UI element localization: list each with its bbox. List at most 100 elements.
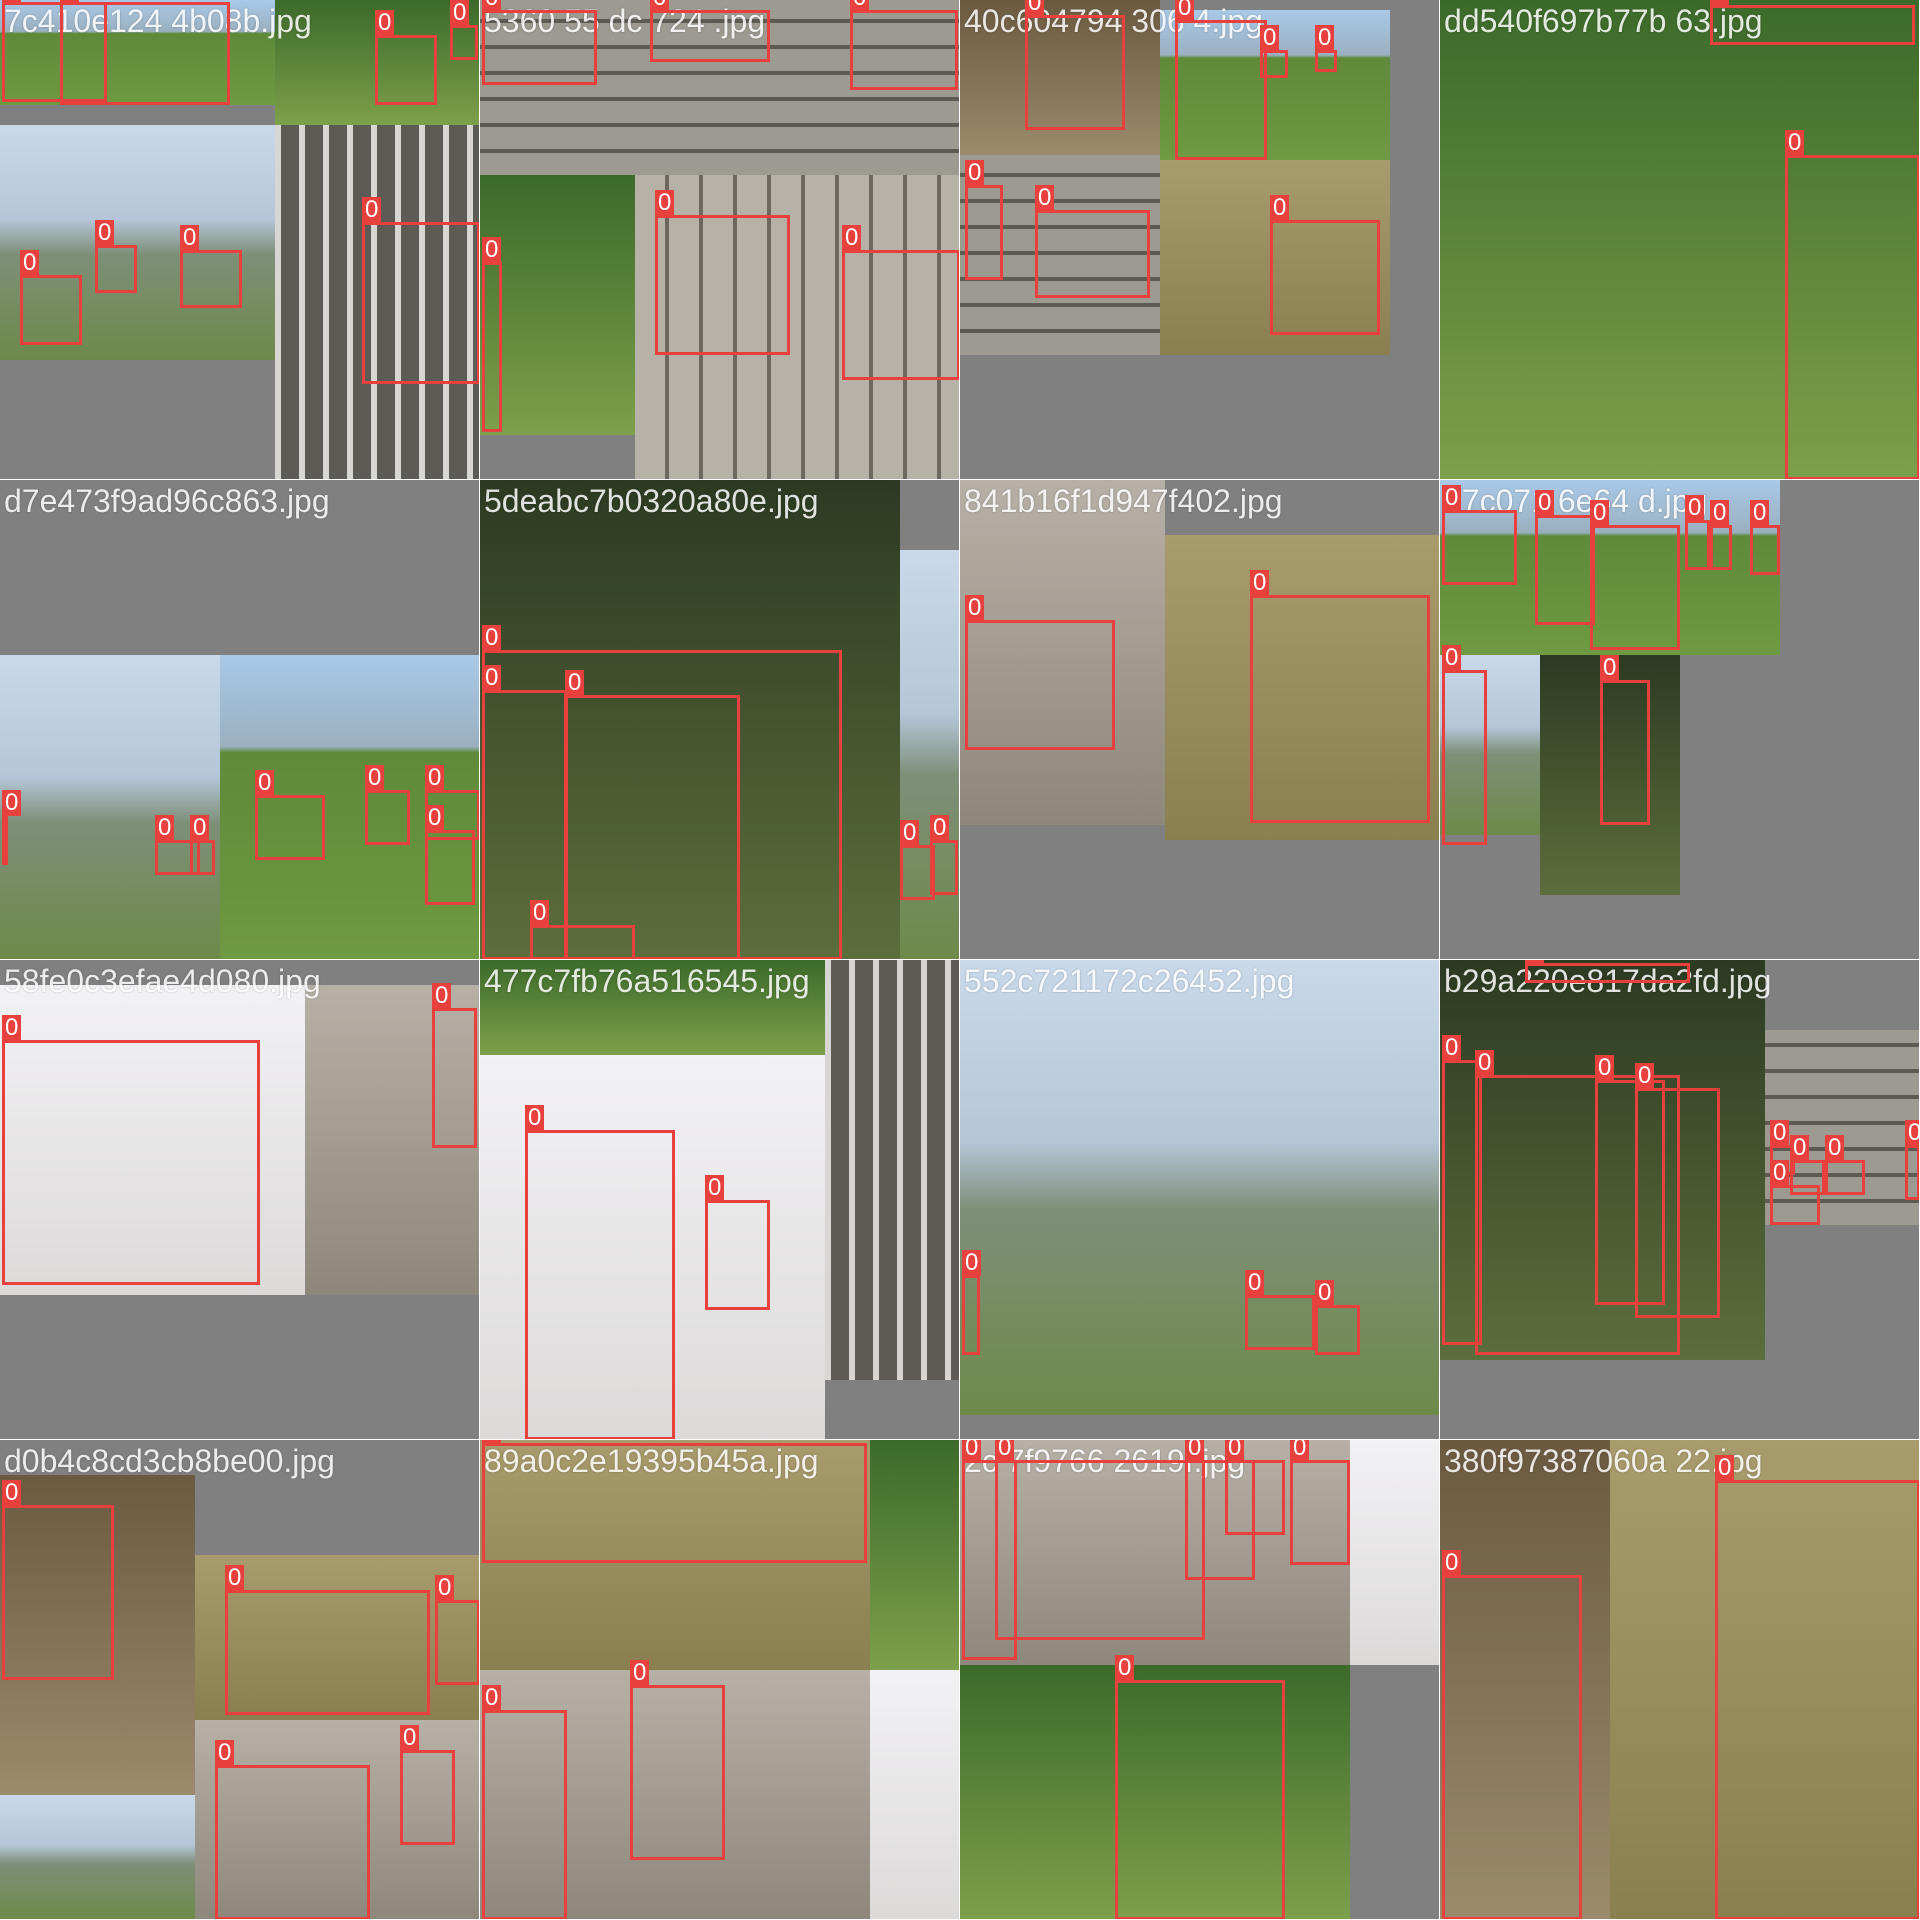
detection-box: 0: [215, 1740, 370, 1919]
photo: [1440, 655, 1540, 835]
photo: [635, 175, 959, 479]
detection-box: 0: [965, 595, 1115, 750]
mosaic-tile: 5360 55 dc 724 .jpg 0 0 0 0 0 0: [480, 0, 960, 480]
detection-box: 0: [655, 190, 790, 355]
class-label: 0: [530, 900, 550, 926]
detection-box: 0: [630, 1660, 725, 1860]
detection-box: 0: [1525, 960, 1690, 983]
mosaic-tile: 7c410e124 4b08b.jpg 0 0 0 0 0 0 0 0: [0, 0, 480, 480]
mosaic-tile: 2c 7f9766 2619f.jpg 0 0 0 0 0 0: [960, 1440, 1440, 1920]
detection-box: 0: [650, 0, 770, 62]
class-label: 0: [655, 190, 675, 216]
photo: [480, 960, 825, 1055]
detection-box: 0: [1250, 570, 1430, 823]
class-label: 0: [930, 815, 950, 841]
detection-box: 0: [155, 815, 200, 875]
class-label: 0: [1035, 185, 1055, 211]
photo: [0, 125, 275, 360]
class-label: 0: [1475, 1050, 1495, 1076]
class-label: 0: [365, 765, 385, 791]
photo: [960, 1665, 1350, 1919]
class-label: 0: [705, 1175, 725, 1201]
mosaic-tile: d7e473f9ad96c863.jpg 0 0 0 0 0 0 0: [0, 480, 480, 960]
image-filename: 5360 55 dc 724 .jpg: [484, 3, 766, 39]
class-label: 0: [1315, 1280, 1335, 1306]
photo: [480, 480, 900, 959]
detection-box: 0: [930, 815, 958, 895]
detection-box: 0: [705, 1175, 770, 1310]
class-label: 0: [482, 1685, 502, 1711]
class-label: 0: [482, 665, 502, 691]
class-label: 0: [565, 670, 585, 696]
mosaic-tile: 40c604794 306 4.jpg 0 0 0 0 0 0 0: [960, 0, 1440, 480]
class-label: 0: [1270, 195, 1290, 221]
detection-box: 0: [1825, 1135, 1865, 1195]
detection-box: 0: [1025, 0, 1125, 130]
detection-box: 0: [1442, 485, 1517, 585]
class-label: 0: [1525, 960, 1545, 964]
detection-box: 0: [400, 1725, 455, 1845]
class-label: 0: [842, 225, 862, 251]
class-label: 0: [450, 0, 470, 26]
detection-box: 0: [60, 0, 230, 105]
detection-box: 0: [1185, 1440, 1255, 1580]
photo: [1440, 960, 1765, 1360]
class-label: 0: [362, 197, 382, 223]
class-label: 0: [995, 1440, 1015, 1461]
image-filename: 477c7fb76a516545.jpg: [484, 963, 810, 999]
detection-box: 0: [20, 250, 82, 345]
detection-box: 0: [995, 1440, 1205, 1640]
class-label: 0: [1825, 1135, 1845, 1161]
detection-box: 0: [1290, 1440, 1350, 1565]
class-label: 0: [1185, 1440, 1205, 1461]
class-label: 0: [215, 1740, 235, 1766]
image-filename: d0b4c8cd3cb8be00.jpg: [4, 1443, 335, 1479]
class-label: 0: [1770, 1160, 1790, 1186]
class-label: 0: [1175, 0, 1195, 21]
photo: [480, 175, 635, 435]
detection-box: 0: [2, 790, 22, 865]
photo: [900, 550, 959, 959]
detection-box: 0: [482, 1440, 867, 1563]
image-filename: e7c071 6e64 d.jpg: [1444, 483, 1708, 519]
photo: [0, 1475, 195, 1795]
class-label: 0: [1685, 495, 1705, 521]
mosaic-tile: b29a220e817da2fd.jpg 0 0 0 0 0 0 0 0 0 0: [1440, 960, 1920, 1440]
image-filename: 841b16f1d947f402.jpg: [964, 483, 1283, 519]
class-label: 0: [2, 1015, 22, 1041]
detection-box: 0: [1715, 1455, 1919, 1919]
photo: [1440, 0, 1919, 479]
detection-box: 0: [842, 225, 959, 380]
detection-box: 0: [525, 1105, 675, 1439]
class-label: 0: [190, 815, 210, 841]
class-label: 0: [962, 1440, 982, 1461]
class-label: 0: [1790, 1135, 1810, 1161]
photo: [0, 985, 305, 1295]
class-label: 0: [225, 1565, 245, 1591]
detection-box: 0: [425, 805, 475, 905]
photo: [1540, 655, 1680, 895]
detection-box: 0: [482, 237, 502, 432]
class-label: 0: [155, 815, 175, 841]
class-label: 0: [650, 0, 670, 11]
detection-box: 0: [565, 670, 740, 959]
class-label: 0: [1442, 1035, 1462, 1061]
photo: [305, 985, 479, 1295]
mosaic-tile: 5deabc7b0320a80e.jpg 0 0 0 0 0 0: [480, 480, 960, 960]
detection-box: 0: [850, 0, 958, 90]
class-label: 0: [962, 1250, 982, 1276]
detection-box: 0: [962, 1250, 982, 1355]
mosaic-tile: dd540f697b77b 63.jpg 0 0: [1440, 0, 1920, 480]
class-label: 0: [900, 820, 920, 846]
class-label: 0: [2, 1480, 22, 1506]
detection-box: 0: [365, 765, 410, 845]
photo: [870, 1670, 959, 1919]
detection-box: 0: [1175, 0, 1267, 160]
photo: [1360, 960, 1439, 1415]
mosaic-tile: 841b16f1d947f402.jpg 0 0: [960, 480, 1440, 960]
detection-box: 0: [1315, 25, 1337, 72]
image-filename: 5deabc7b0320a80e.jpg: [484, 483, 819, 519]
detection-box: 0: [1590, 500, 1680, 650]
detection-box: 0: [1710, 500, 1732, 570]
detection-box: 0: [2, 1480, 114, 1680]
